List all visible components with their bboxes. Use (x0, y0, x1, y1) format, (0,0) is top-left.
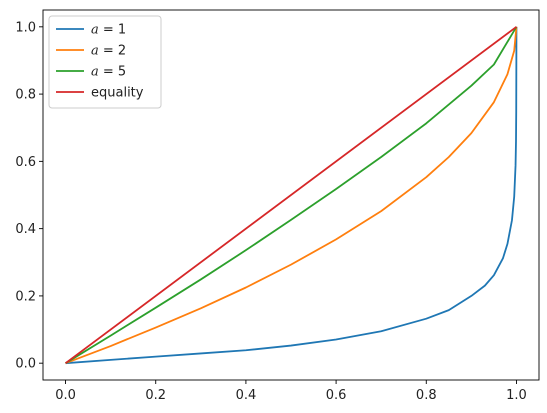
x-tick-label: 0.4 (236, 388, 257, 403)
series-line-3 (65, 26, 518, 364)
y-tick-label: 0.2 (15, 289, 36, 304)
x-tick-label: 0.2 (145, 388, 166, 403)
legend-label-2: a = 2 (91, 44, 126, 59)
x-tick-label: 0.8 (416, 388, 437, 403)
axes-frame (42, 9, 540, 381)
axes-layer: 0.0 0.2 0.4 0.6 0.8 1.0 0.0 0.2 0.4 0.6 0.8 1.0 (15, 9, 540, 403)
y-tick-label: 0.6 (15, 155, 36, 170)
legend-label-1: a = 1 (91, 23, 126, 38)
legend-label-3: a = 5 (91, 65, 126, 80)
x-tick-label: 0.0 (55, 388, 76, 403)
series-line-4 (65, 26, 517, 364)
x-tick-label: 1.0 (506, 388, 527, 403)
series-line-1 (65, 26, 518, 365)
legend-label-4: equality (91, 86, 144, 101)
x-tick-label: 0.6 (326, 388, 347, 403)
legend: a = 1 a = 2 a = 5 equality (48, 15, 162, 109)
series-layer (65, 26, 518, 365)
y-tick-label: 0.8 (15, 88, 36, 103)
y-tick-label: 1.0 (15, 20, 36, 35)
y-tick-label: 0.0 (15, 357, 36, 372)
legend-box (48, 15, 162, 109)
series-line-2 (65, 26, 518, 365)
y-tick-label: 0.4 (15, 222, 36, 237)
